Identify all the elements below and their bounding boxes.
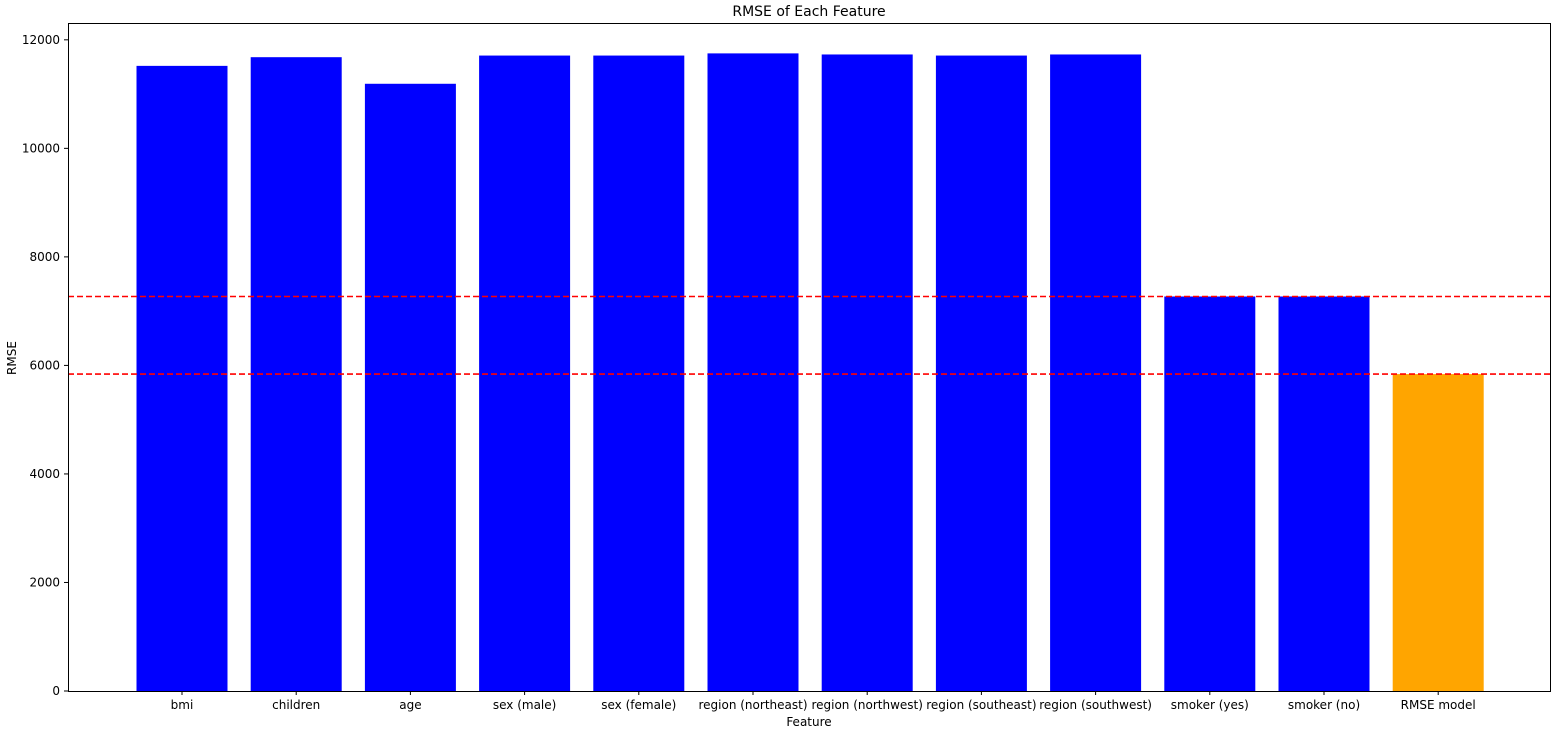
x-tick-label: RMSE model <box>1401 698 1476 712</box>
y-tick-label: 8000 <box>29 250 60 264</box>
bar-smoker-no <box>1278 296 1370 691</box>
bar-age <box>364 83 456 691</box>
bar-sex-female <box>593 55 685 691</box>
bar-region-northwest <box>821 54 913 692</box>
x-tick-label: age <box>399 698 421 712</box>
chart-title: RMSE of Each Feature <box>732 4 885 20</box>
y-tick-label: 2000 <box>29 575 60 589</box>
y-tick-label: 4000 <box>29 467 60 481</box>
x-tick-label: region (northwest) <box>811 698 922 712</box>
bar-rmse-model <box>1392 374 1484 691</box>
bar-smoker-yes <box>1164 296 1256 691</box>
y-tick-label: 12000 <box>22 33 60 47</box>
bar-bmi <box>136 65 228 692</box>
x-tick-label: sex (male) <box>493 698 556 712</box>
plot-frame <box>68 23 1551 692</box>
x-tick-label: sex (female) <box>601 698 676 712</box>
x-tick-label: children <box>272 698 320 712</box>
x-axis-label: Feature <box>786 715 831 729</box>
y-tick-label: 6000 <box>29 358 60 372</box>
bar-region-northeast <box>707 53 799 691</box>
x-tick-label: region (southeast) <box>926 698 1036 712</box>
x-tick-label: smoker (yes) <box>1171 698 1249 712</box>
bars-group <box>136 53 1484 692</box>
y-ticks-group: 0 2000 4000 6000 8000 10000 12000 <box>22 33 68 698</box>
x-tick-label: bmi <box>171 698 194 712</box>
reference-lines-group <box>68 295 1550 375</box>
x-ticks-group: bmi children age sex (male) sex (female) regi… <box>171 691 1476 712</box>
bar-sex-male <box>479 55 571 691</box>
y-tick-label: 10000 <box>22 141 60 155</box>
y-tick-label: 0 <box>52 684 60 698</box>
x-tick-label: region (northeast) <box>698 698 807 712</box>
bar-region-southwest <box>1050 54 1142 692</box>
x-tick-label: region (southwest) <box>1039 698 1152 712</box>
y-axis-label: RMSE <box>5 341 19 375</box>
x-tick-label: smoker (no) <box>1288 698 1360 712</box>
bar-region-southeast <box>935 55 1027 691</box>
